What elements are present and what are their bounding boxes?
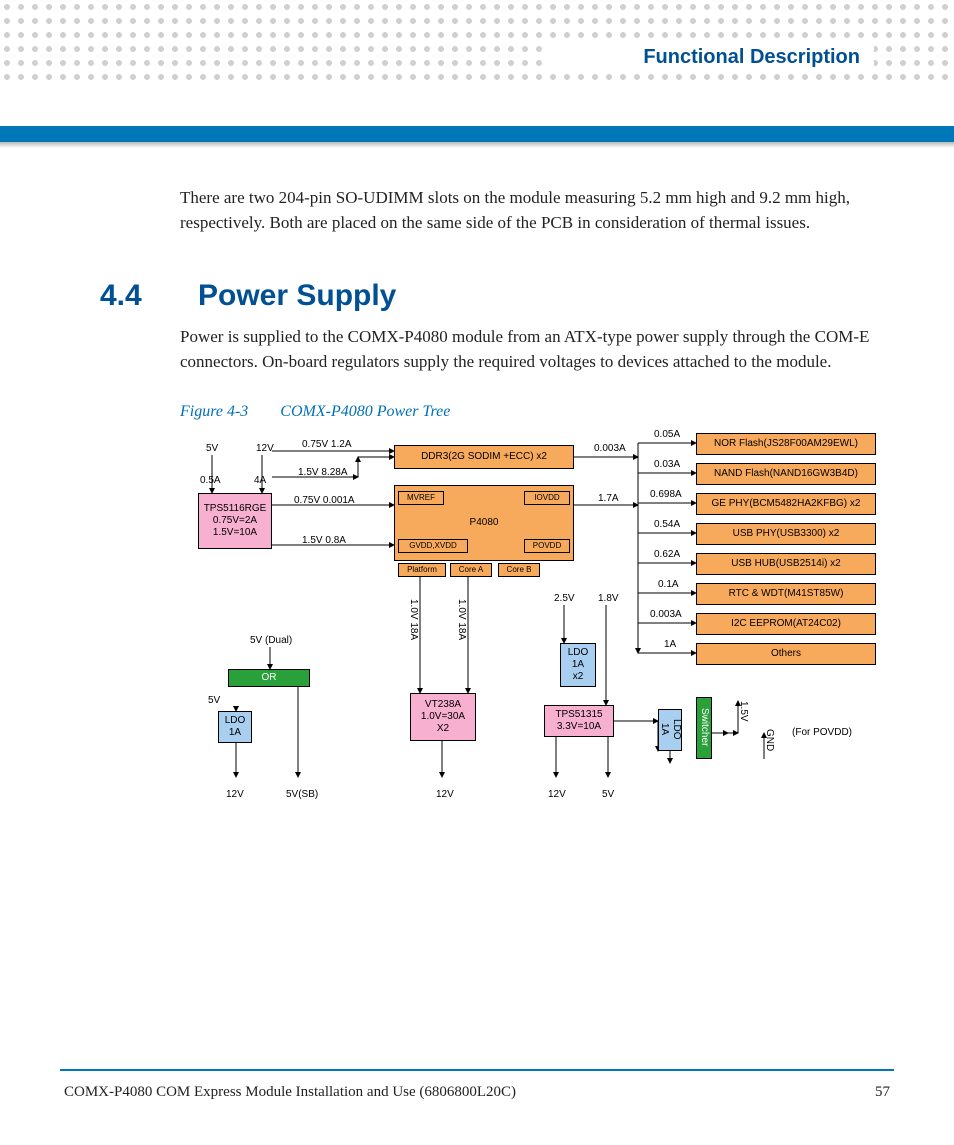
diagram-label-28: 5V	[602, 789, 614, 800]
section-title: Power Supply	[198, 279, 396, 313]
diagram-label-8: 0.003A	[594, 443, 626, 454]
footer-text: COMX-P4080 COM Express Module Installati…	[64, 1084, 516, 1101]
diagram-label-16: 0.003A	[650, 609, 682, 620]
diagram-label-18: 5V (Dual)	[250, 635, 292, 646]
block-ldo_l: LDO1A	[218, 711, 252, 743]
block-gephy: GE PHY(BCM5482HA2KFBG) x2	[696, 493, 876, 515]
page-number: 57	[875, 1084, 890, 1101]
supply-paragraph: Power is supplied to the COMX-P4080 modu…	[180, 325, 884, 374]
block-others: Others	[696, 643, 876, 665]
block-ldo_r: LDO1A	[658, 709, 682, 751]
diagram-label-11: 0.03A	[654, 459, 680, 470]
block-vt238a: VT238A1.0V=30AX2	[410, 693, 476, 741]
block-platform: Platform	[398, 563, 446, 577]
diagram-label-0: 5V	[206, 443, 218, 454]
block-gvdd: GVDD,XVDD	[398, 539, 468, 553]
power-tree-diagram: TPS5116RGE0.75V=2A1.5V=10A DDR3(2G SODIM …	[198, 433, 878, 863]
diagram-label-15: 0.1A	[658, 579, 679, 590]
block-nand: NAND Flash(NAND16GW3B4D)	[696, 463, 876, 485]
block-tps5116: TPS5116RGE0.75V=2A1.5V=10A	[198, 493, 272, 549]
block-ldo_mid: LDO1Ax2	[560, 643, 596, 687]
diagram-label-12: 0.698A	[650, 489, 682, 500]
block-corea: Core A	[450, 563, 492, 577]
block-povdd: POVDD	[524, 539, 570, 553]
diagram-label-21: 5V(SB)	[286, 789, 318, 800]
diagram-label-13: 0.54A	[654, 519, 680, 530]
section-heading: 4.4 Power Supply	[100, 279, 884, 313]
diagram-label-31: (For POVDD)	[792, 727, 852, 738]
diagram-label-3: 4A	[254, 475, 266, 486]
block-iovdd: IOVDD	[524, 491, 570, 505]
block-tps51315: TPS513153.3V=10A	[544, 705, 614, 737]
block-ddr3: DDR3(2G SODIM +ECC) x2	[394, 445, 574, 469]
diagram-label-19: 5V	[208, 695, 220, 706]
diagram-label-26: 12V	[436, 789, 454, 800]
diagram-label-30: GND	[764, 729, 775, 751]
diagram-label-27: 12V	[548, 789, 566, 800]
diagram-label-6: 0.75V 0.001A	[294, 495, 355, 506]
block-nor: NOR Flash(JS28F00AM29EWL)	[696, 433, 876, 455]
diagram-label-7: 1.5V 0.8A	[302, 535, 346, 546]
diagram-label-14: 0.62A	[654, 549, 680, 560]
body-column: There are two 204-pin SO-UDIMM slots on …	[180, 186, 884, 863]
block-mvref: MVREF	[398, 491, 444, 505]
diagram-label-9: 1.7A	[598, 493, 619, 504]
block-i2c: I2C EEPROM(AT24C02)	[696, 613, 876, 635]
diagram-label-22: 1.0V 18A	[408, 599, 419, 640]
diagram-label-17: 1A	[664, 639, 676, 650]
header-blue-bar	[0, 126, 954, 142]
block-or: OR	[228, 669, 310, 687]
page-header-title: Functional Description	[643, 46, 860, 69]
diagram-label-2: 12V	[256, 443, 274, 454]
section-number: 4.4	[100, 279, 160, 313]
diagram-label-5: 1.5V 8.28A	[298, 467, 347, 478]
footer-rule	[60, 1069, 894, 1071]
diagram-label-4: 0.75V 1.2A	[302, 439, 351, 450]
diagram-label-24: 2.5V	[554, 593, 575, 604]
block-usbhub: USB HUB(USB2514i) x2	[696, 553, 876, 575]
diagram-label-10: 0.05A	[654, 429, 680, 440]
block-coreb: Core B	[498, 563, 540, 577]
figure-title: COMX-P4080 Power Tree	[280, 403, 450, 420]
diagram-label-20: 12V	[226, 789, 244, 800]
block-usbphy: USB PHY(USB3300) x2	[696, 523, 876, 545]
figure-number: Figure 4-3	[180, 403, 248, 420]
diagram-label-23: 1.0V 18A	[456, 599, 467, 640]
block-switcher: Switcher	[696, 697, 712, 759]
figure-caption: Figure 4-3 COMX-P4080 Power Tree	[180, 403, 884, 421]
diagram-label-1: 0.5A	[200, 475, 221, 486]
block-rtc: RTC & WDT(M41ST85W)	[696, 583, 876, 605]
diagram-label-25: 1.8V	[598, 593, 619, 604]
intro-paragraph: There are two 204-pin SO-UDIMM slots on …	[180, 186, 884, 235]
diagram-label-29: 1.5V	[738, 701, 749, 722]
